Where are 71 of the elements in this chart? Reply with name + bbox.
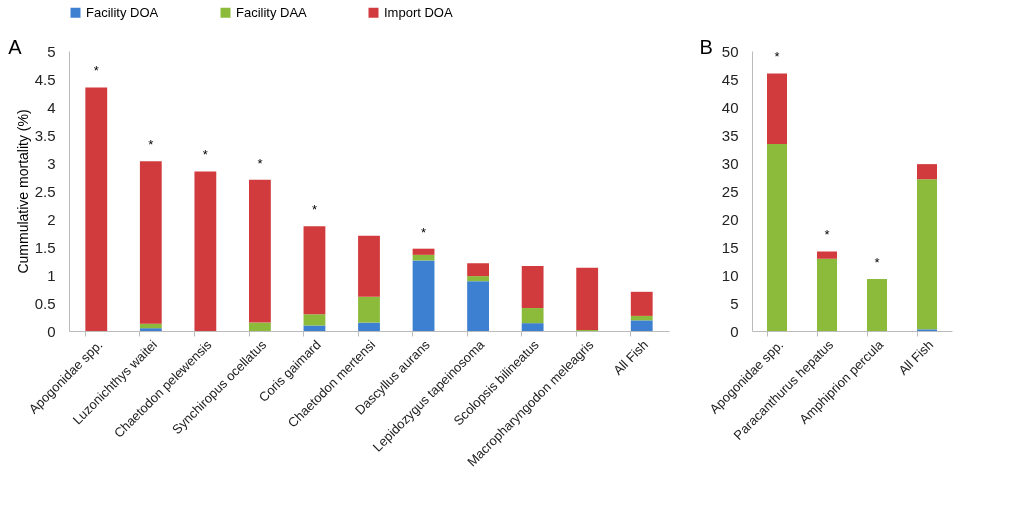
bar [817,251,837,259]
legend-label: Import DOA [384,4,453,20]
y-tick-label: 50 [721,42,739,60]
y-axis-title: Cummulative mortality (%) [14,109,31,274]
y-tick-label: 1 [47,266,56,284]
y-tick-label: 10 [721,266,739,284]
annotation: * [148,137,154,153]
bar [817,258,837,331]
annotation: * [202,147,208,163]
legend-label: Facility DOA [86,4,159,20]
y-tick-label: 1.5 [34,238,56,256]
y-tick-label: 4 [47,98,56,116]
bar [139,161,162,324]
y-tick-label: 4.5 [34,70,56,88]
bar [467,263,489,277]
x-tick-label: All Fish [610,337,651,378]
y-tick-label: 30 [721,154,739,172]
y-tick-label: 20 [721,210,739,228]
bar [249,322,271,331]
bar [521,266,544,309]
y-tick-label: 3 [47,154,56,172]
bar [412,248,435,255]
bar [767,143,787,331]
bar [917,179,937,330]
bar [412,260,435,331]
bar [630,315,653,321]
y-tick-label: 0 [730,322,739,340]
y-tick-label: 3.5 [34,126,56,144]
y-tick-label: 5 [730,294,739,312]
bar [303,226,326,315]
bar [194,171,217,331]
y-tick-label: 5 [47,42,56,60]
bar [467,281,489,331]
annotation: * [874,254,880,270]
bar [630,291,653,316]
bar [358,235,380,297]
legend-label: Facility DAA [236,4,308,20]
bar [767,73,787,144]
bar [630,320,653,331]
bar [358,322,380,331]
y-tick-label: 40 [721,98,739,116]
y-tick-label: 0.5 [34,294,56,312]
annotation: * [311,202,317,218]
y-tick-label: 2.5 [34,182,56,200]
bar [867,278,887,331]
y-tick-label: 45 [721,70,739,88]
y-tick-label: 0 [47,322,56,340]
chart-title: A [8,36,23,58]
bar [139,323,162,329]
y-tick-label: 35 [721,126,739,144]
annotation: * [257,155,263,171]
chart-title: B [699,36,713,58]
annotation: * [93,63,99,79]
y-tick-label: 2 [47,210,56,228]
annotation: * [421,224,427,240]
bar [576,267,599,330]
bar [917,164,937,180]
bar [467,276,489,282]
bar [139,328,162,331]
annotation: * [774,49,780,65]
x-tick-label: All Fish [895,337,937,378]
bar [85,87,108,331]
annotation: * [824,227,830,243]
bar [303,325,326,331]
y-tick-label: 15 [721,238,739,256]
bar [303,314,326,326]
bar [358,296,380,323]
bar [249,179,271,323]
y-tick-label: 25 [721,182,739,200]
bar [521,308,544,324]
bar [521,323,544,331]
